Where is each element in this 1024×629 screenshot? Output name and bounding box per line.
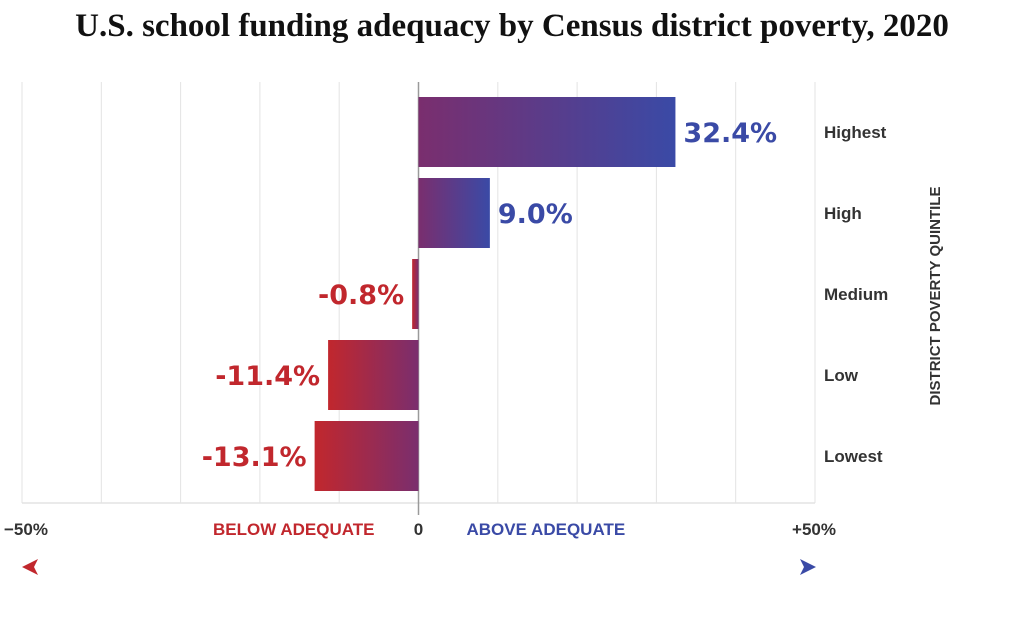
- arrow-head-right: [800, 559, 816, 575]
- bars: [314, 97, 676, 491]
- value-label: 32.4%: [683, 118, 777, 149]
- category-label: Highest: [824, 123, 887, 142]
- arrow-head-left: [22, 559, 38, 575]
- bar-low: [328, 340, 419, 410]
- bar-medium: [412, 259, 419, 329]
- category-label: Medium: [824, 285, 888, 304]
- bar-high: [418, 178, 490, 248]
- value-label: -13.1%: [202, 442, 307, 473]
- above-adequate-label: ABOVE ADEQUATE: [467, 520, 626, 539]
- x-tick-label: +50%: [792, 520, 836, 539]
- x-tick-label: −50%: [4, 520, 48, 539]
- value-label: -11.4%: [215, 361, 320, 392]
- value-label: -0.8%: [318, 280, 404, 311]
- value-label: 9.0%: [498, 199, 573, 230]
- value-labels: 32.4% 9.0% -0.8% -11.4% -13.1%: [202, 118, 777, 473]
- direction-arrow: [22, 559, 816, 575]
- x-axis-ticks: −50% 0 +50% BELOW ADEQUATE ABOVE ADEQUATE: [4, 520, 836, 539]
- bar-lowest: [314, 421, 419, 491]
- category-label: High: [824, 204, 862, 223]
- category-label: Lowest: [824, 447, 883, 466]
- chart-title: U.S. school funding adequacy by Census d…: [75, 8, 949, 44]
- category-label: Low: [824, 366, 859, 385]
- x-tick-label: 0: [414, 520, 423, 539]
- bar-highest: [418, 97, 676, 167]
- below-adequate-label: BELOW ADEQUATE: [213, 520, 375, 539]
- category-labels: Highest High Medium Low Lowest: [824, 123, 888, 466]
- y-axis-title: DISTRICT POVERTY QUINTILE: [927, 187, 944, 406]
